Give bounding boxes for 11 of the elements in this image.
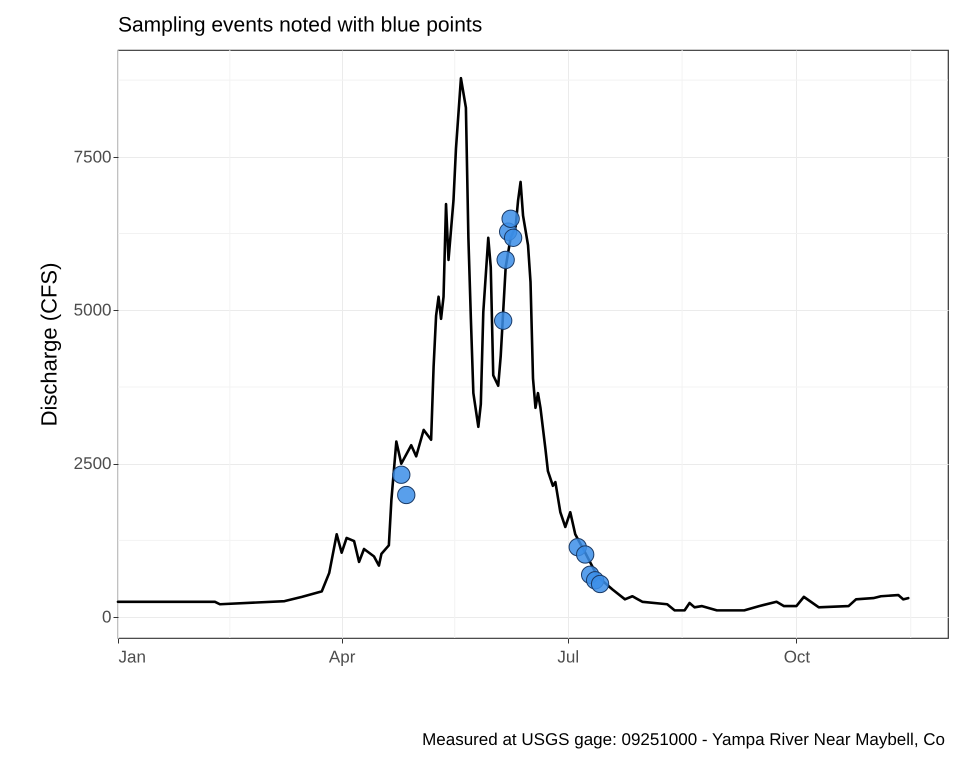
x-tick-label: Apr (328, 648, 356, 666)
y-tick-label: 7500 (74, 147, 112, 166)
y-tick-label: 5000 (74, 300, 112, 320)
y-axis-title: Discharge (CFS) (36, 262, 62, 426)
x-tick-label: Oct (784, 648, 810, 666)
chart-title: Sampling events noted with blue points (118, 14, 482, 36)
y-tick-label: 0 (102, 608, 112, 627)
text: Measured at USGS gage: 09251000 - Yampa River Near Maybell, Co (422, 730, 945, 750)
x-tick-label: Jan (118, 648, 146, 666)
y-tick-label: 2500 (74, 454, 112, 474)
x-tick-label: Jul (557, 648, 580, 666)
